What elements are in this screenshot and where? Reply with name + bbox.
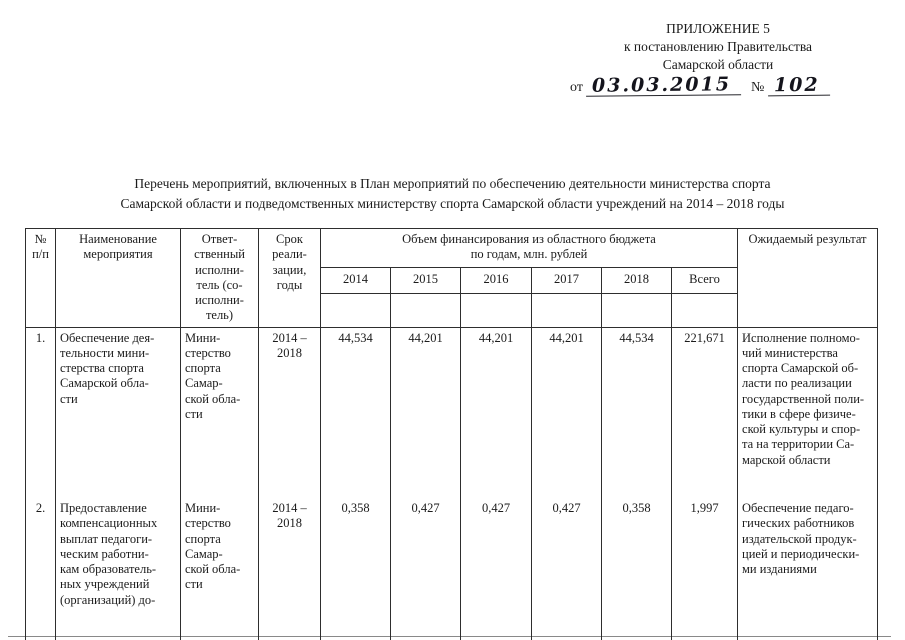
- table-row-1: 1. Обеспечение дея- тельности мини- стер…: [25, 327, 879, 493]
- document-title: Перечень мероприятий, включенных в План …: [0, 174, 905, 215]
- header-spacer-row: [26, 293, 878, 328]
- cell-value-2014: 44,534: [320, 327, 391, 493]
- cell-expected-result: Обеспечение педаго- гических работников …: [737, 493, 879, 640]
- title-line-1: Перечень мероприятий, включенных в План …: [134, 176, 771, 191]
- appendix-date-line: от 03.03.2015 № 102: [568, 74, 868, 98]
- handwritten-date: 03.03.2015: [586, 74, 742, 98]
- header-row-main: № п/п Наименование мероприятия Ответ- ст…: [25, 228, 879, 328]
- cell-value-2015: 44,201: [390, 327, 461, 493]
- appendix-line-2: к постановлению Правительства: [623, 38, 813, 54]
- col-header-year-2016: 2016: [460, 266, 532, 295]
- date-prefix-label: от: [570, 80, 583, 96]
- col-header-term: Срок реали- зации, годы: [258, 228, 321, 328]
- handwritten-number: 102: [767, 74, 830, 97]
- header-spacer-cell: [670, 293, 739, 328]
- header-spacer-cell: [460, 293, 532, 328]
- number-sign-label: №: [750, 80, 765, 96]
- header-spacer-cell: [390, 293, 461, 328]
- col-header-result: Ожидаемый результат: [737, 228, 879, 328]
- appendix-line-1: ПРИЛОЖЕНИЕ 5: [666, 21, 770, 36]
- cell-value-2014: 0,358: [320, 493, 391, 640]
- cell-row-number: 1.: [25, 327, 56, 493]
- col-header-financing: Объем финансирования из областного бюдже…: [319, 228, 739, 268]
- col-header-year-2017: 2017: [531, 266, 602, 295]
- col-header-executor: Ответ- ственный исполни- тель (со- испол…: [180, 228, 259, 328]
- appendix-line-3: Самарской области: [662, 56, 774, 72]
- cell-activity-name: Обеспечение дея- тельности мини- стерств…: [55, 327, 181, 493]
- cell-value-total: 221,671: [670, 327, 739, 493]
- cell-value-2016: 44,201: [460, 327, 532, 493]
- header-row-years: 2014 2015 2016 2017 2018 Всего: [26, 266, 878, 295]
- header-spacer-cell: [320, 293, 391, 328]
- cell-value-total: 1,997: [670, 493, 739, 640]
- col-header-year-2014: 2014: [320, 266, 391, 295]
- cell-term: 2014 – 2018: [258, 327, 321, 493]
- col-header-total: Всего: [670, 266, 739, 295]
- col-header-year-2018: 2018: [601, 266, 672, 295]
- cell-row-number: 2.: [25, 493, 56, 640]
- scan-edge-line: [8, 636, 891, 637]
- title-line-2: Самарской области и подведомственных мин…: [120, 196, 785, 212]
- activities-table: № п/п Наименование мероприятия Ответ- ст…: [25, 228, 879, 640]
- cell-value-2016: 0,427: [460, 493, 532, 640]
- cell-value-2018: 0,358: [601, 493, 672, 640]
- cell-expected-result: Исполнение полномо- чий министерства спо…: [737, 327, 879, 493]
- header-spacer-cell: [531, 293, 602, 328]
- cell-value-2018: 44,534: [601, 327, 672, 493]
- col-header-activity-name: Наименование мероприятия: [55, 228, 181, 328]
- appendix-block: ПРИЛОЖЕНИЕ 5 к постановлению Правительст…: [568, 20, 868, 98]
- cell-value-2017: 0,427: [531, 493, 602, 640]
- cell-value-2017: 44,201: [531, 327, 602, 493]
- cell-term: 2014 – 2018: [258, 493, 321, 640]
- cell-executor: Мини- стерство спорта Самар- ской обла- …: [180, 493, 259, 640]
- cell-executor: Мини- стерство спорта Самар- ской обла- …: [180, 327, 259, 493]
- table-row-2: 2. Предоставление компенсационных выплат…: [25, 493, 879, 640]
- cell-activity-name: Предоставление компенсационных выплат пе…: [55, 493, 181, 640]
- header-spacer-cell: [601, 293, 672, 328]
- col-header-num: № п/п: [25, 228, 56, 328]
- cell-value-2015: 0,427: [390, 493, 461, 640]
- col-header-year-2015: 2015: [390, 266, 461, 295]
